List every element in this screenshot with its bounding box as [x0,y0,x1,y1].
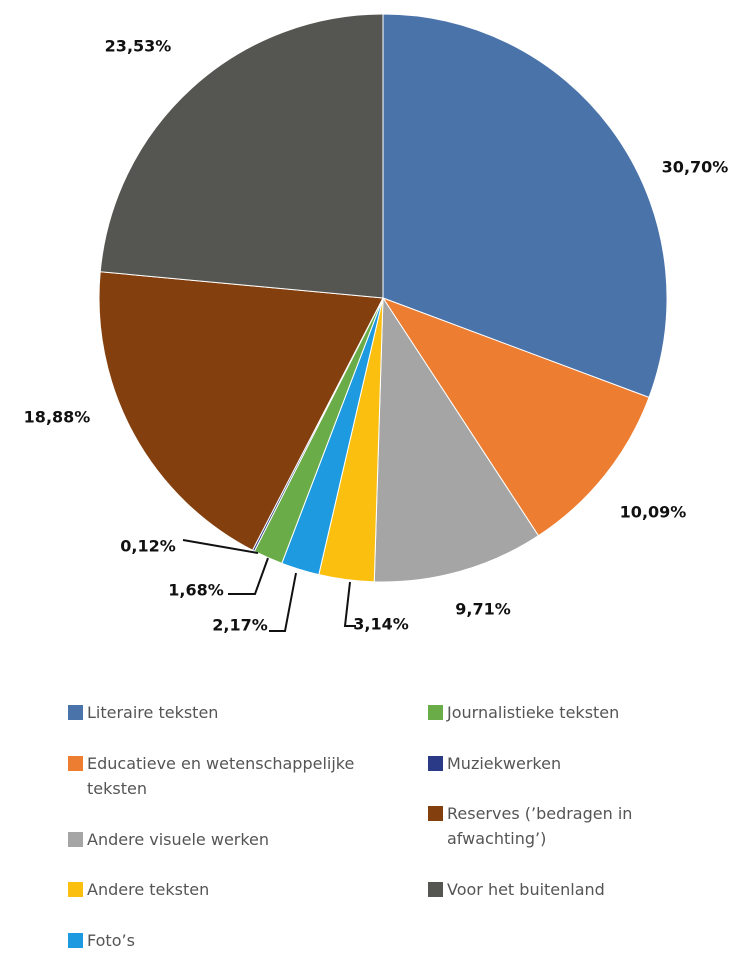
slice [99,13,384,299]
legend-entry: Educatieve en wetenschappelijke teksten [68,751,387,801]
data-label: 2,17% [212,616,268,635]
legend-label: Andere teksten [87,880,210,899]
legend-swatch [68,756,83,771]
legend-entry: Journalistieke teksten [428,700,707,725]
legend-entry: Reserves (’bedragen in afwachting’) [428,801,677,851]
leader-line [269,572,297,632]
data-label: 9,71% [455,600,511,619]
data-label: 10,09% [620,503,687,522]
legend-entry: Muziekwerken [428,751,707,776]
legend-label: Reserves (’bedragen in afwachting’) [447,804,633,848]
legend-swatch [428,756,443,771]
legend-entry: Foto’s [68,928,387,953]
data-label: 0,12% [120,537,176,556]
data-label: 3,14% [353,615,409,634]
data-label: 23,53% [105,37,172,56]
legend-swatch [68,882,83,897]
legend-label: Andere visuele werken [87,830,270,849]
legend-label: Educatieve en wetenschappelijke teksten [87,754,355,798]
legend-entry: Literaire teksten [68,700,387,725]
legend-label: Muziekwerken [447,754,562,773]
slice [98,271,384,551]
data-label: 1,68% [168,581,224,600]
legend-entry: Andere teksten [68,877,387,902]
legend-swatch [428,882,443,897]
legend-label: Foto’s [87,931,135,950]
data-label: 18,88% [24,408,91,427]
legend-label: Journalistieke teksten [447,703,620,722]
legend-swatch [68,705,83,720]
leader-line [182,539,259,554]
legend-label: Voor het buitenland [447,880,605,899]
legend-label: Literaire teksten [87,703,219,722]
legend-entry: Voor het buitenland [428,877,707,902]
slice [382,13,668,399]
legend-swatch [68,933,83,948]
slice [381,296,650,537]
legend-entry: Andere visuele werken [68,827,387,852]
slice [373,296,540,583]
legend-swatch [68,832,83,847]
leader-line [228,557,269,595]
legend-swatch [428,806,443,821]
data-label: 30,70% [662,158,729,177]
leader-line [343,581,356,627]
legend-swatch [428,705,443,720]
